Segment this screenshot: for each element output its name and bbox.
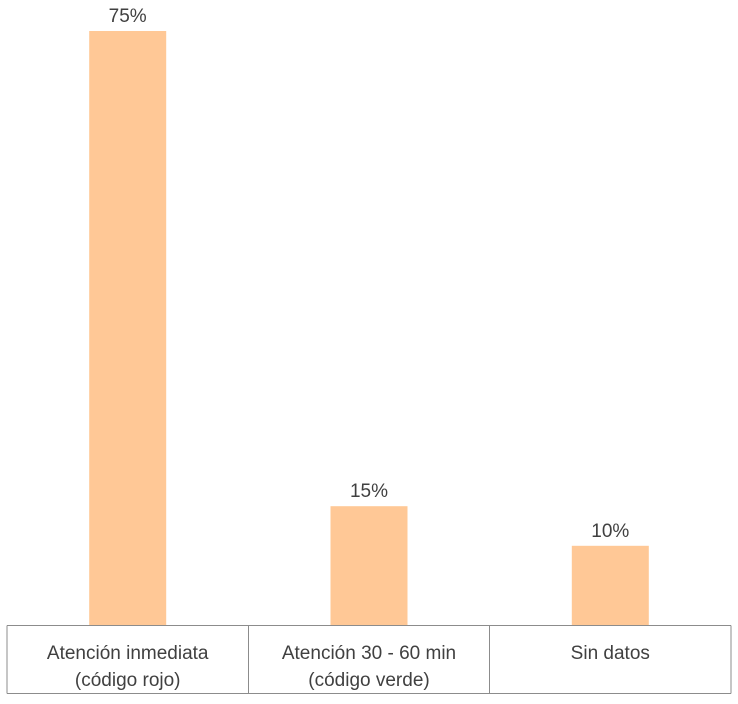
- category-label-3-line-1: Sin datos: [571, 643, 650, 664]
- data-labels-group: 75% 15% 10%: [109, 6, 630, 542]
- bar-1: [89, 31, 167, 625]
- category-labels-group: Atención inmediata (código rojo) Atención …: [47, 643, 650, 691]
- category-label-1-line-1: Atención inmediata: [47, 643, 209, 664]
- category-label-2-line-1: Atención 30 - 60 min: [282, 643, 456, 664]
- data-label-2: 15%: [350, 481, 388, 502]
- category-label-2-line-2: (código verde): [308, 670, 429, 691]
- data-label-1: 75%: [109, 6, 147, 27]
- bar-2: [330, 506, 408, 625]
- category-label-1-line-2: (código rojo): [75, 670, 181, 691]
- data-label-3: 10%: [591, 521, 629, 542]
- bar-3: [571, 545, 649, 625]
- category-axis: [6, 625, 732, 694]
- bars-group: [89, 31, 649, 625]
